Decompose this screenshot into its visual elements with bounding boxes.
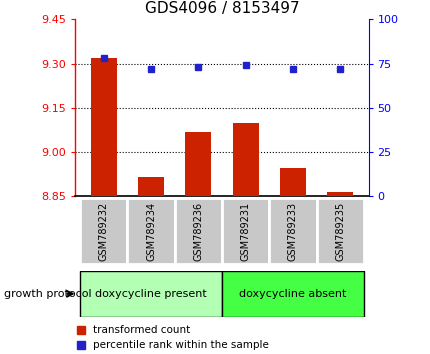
Text: doxycycline present: doxycycline present (95, 289, 206, 299)
Text: GSM789234: GSM789234 (146, 201, 156, 261)
Bar (316, 198, 363, 264)
Text: GSM789235: GSM789235 (335, 201, 344, 261)
Bar (326, 192, 352, 196)
Text: transformed count: transformed count (93, 325, 190, 335)
Text: GSM789231: GSM789231 (240, 201, 250, 261)
Text: GSM789236: GSM789236 (193, 201, 203, 261)
Text: GSM789232: GSM789232 (98, 201, 108, 261)
Bar (127, 198, 174, 264)
Bar (91, 58, 117, 196)
Bar (269, 198, 316, 264)
Text: doxycycline absent: doxycycline absent (239, 289, 346, 299)
Title: GDS4096 / 8153497: GDS4096 / 8153497 (144, 0, 298, 16)
Text: growth protocol: growth protocol (4, 289, 92, 299)
Bar (279, 169, 305, 196)
Bar (232, 123, 258, 196)
Bar (221, 271, 363, 317)
Bar (221, 198, 269, 264)
Bar (185, 132, 211, 196)
Text: GSM789233: GSM789233 (287, 201, 297, 261)
Text: percentile rank within the sample: percentile rank within the sample (93, 339, 268, 350)
Bar (138, 177, 164, 196)
Bar (174, 198, 221, 264)
Bar (80, 198, 127, 264)
Bar (80, 271, 221, 317)
